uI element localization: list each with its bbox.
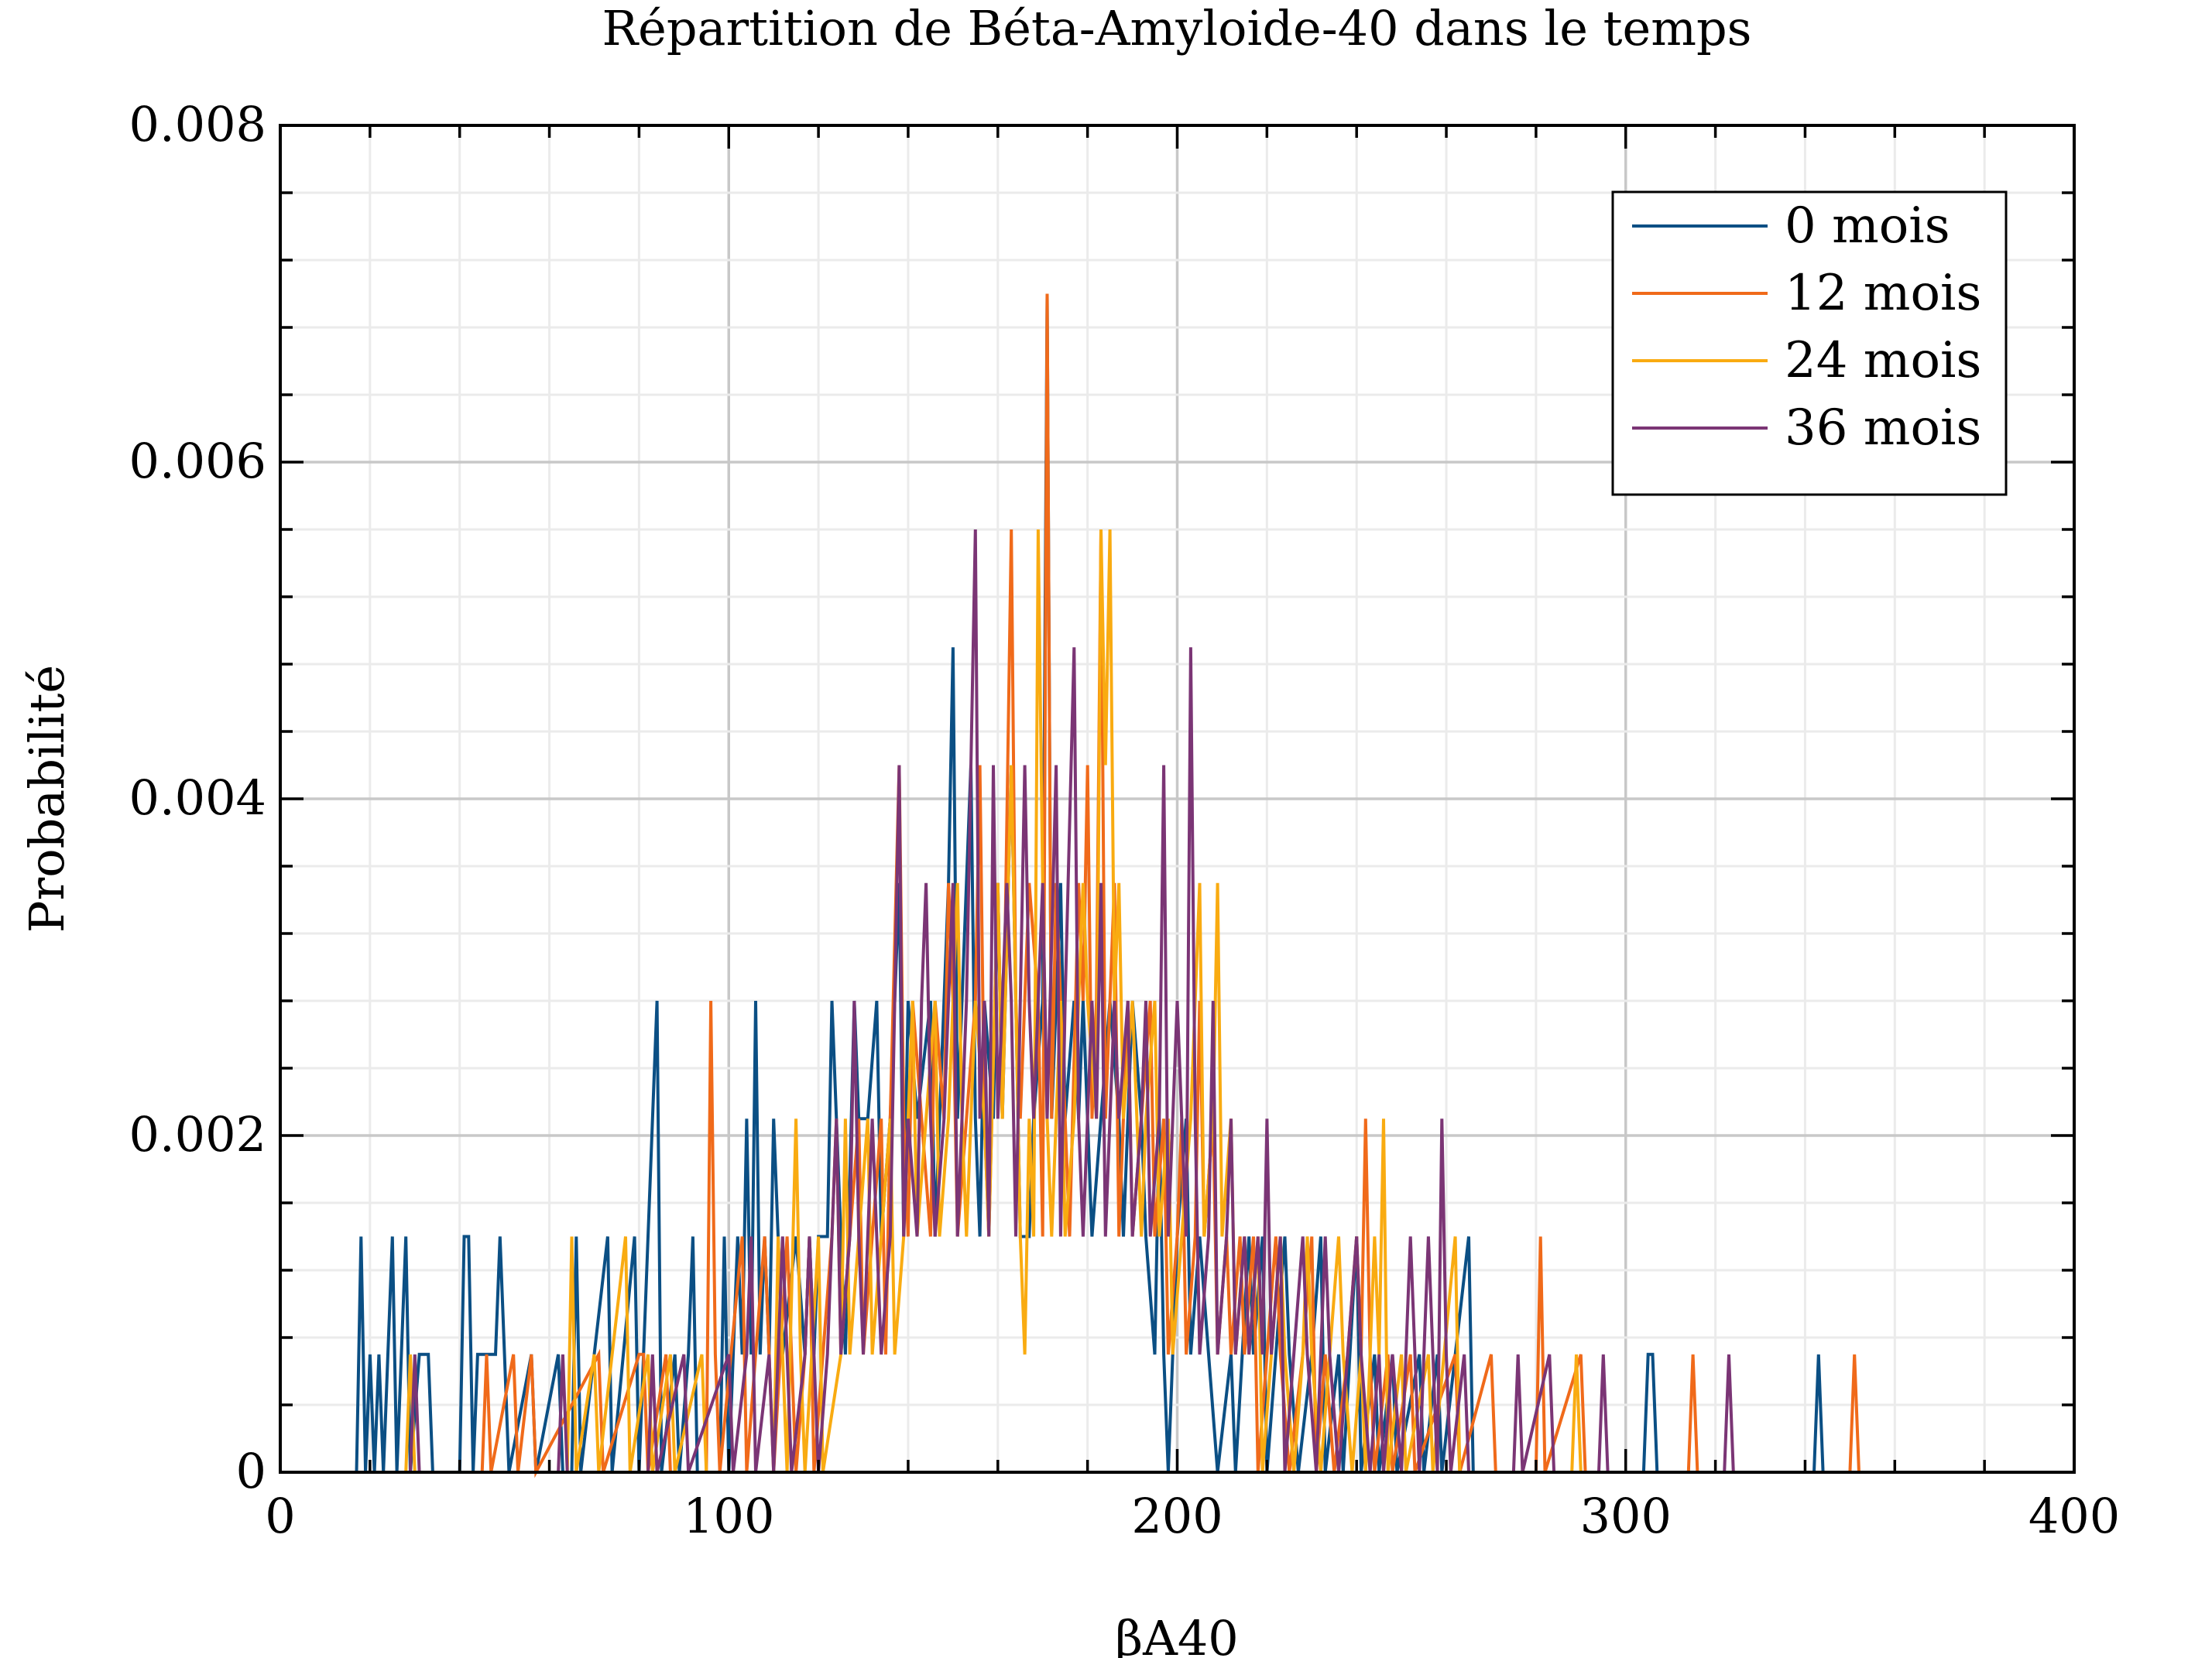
series-line-3	[280, 529, 2074, 1474]
y-tick-label: 0	[236, 1443, 266, 1499]
legend-label: 0 mois	[1785, 197, 1950, 255]
x-tick-label: 200	[1131, 1488, 1223, 1544]
tick-labels: 0 100 200 300 400 0 0.002 0.004 0.006 0.008	[129, 96, 2121, 1544]
plot-frame	[279, 124, 2076, 1474]
legend-label: 36 mois	[1785, 399, 1981, 457]
x-tick-label: 300	[1580, 1488, 1672, 1544]
y-axis-label: Probabilité	[19, 665, 75, 933]
legend-box	[1611, 190, 2008, 496]
x-tick-label: 100	[683, 1488, 774, 1544]
plot-lines	[280, 293, 2074, 1478]
legend: 0 mois 12 mois 24 mois 36 mois	[1611, 190, 2008, 496]
legend-label: 24 mois	[1785, 332, 1981, 389]
y-tick-label: 0.008	[129, 96, 267, 152]
y-tick-label: 0.002	[129, 1106, 267, 1163]
x-tick-label: 0	[265, 1488, 295, 1544]
x-tick-label: 400	[2029, 1488, 2120, 1544]
y-tick-label: 0.006	[129, 433, 267, 489]
x-axis-label: βA40	[1115, 1610, 1239, 1658]
legend-label: 12 mois	[1785, 265, 1981, 322]
chart-title: Répartition de Béta-Amyloide-40 dans le …	[602, 0, 1751, 57]
y-tick-label: 0.004	[129, 769, 267, 826]
series-line-4	[280, 529, 2074, 1474]
